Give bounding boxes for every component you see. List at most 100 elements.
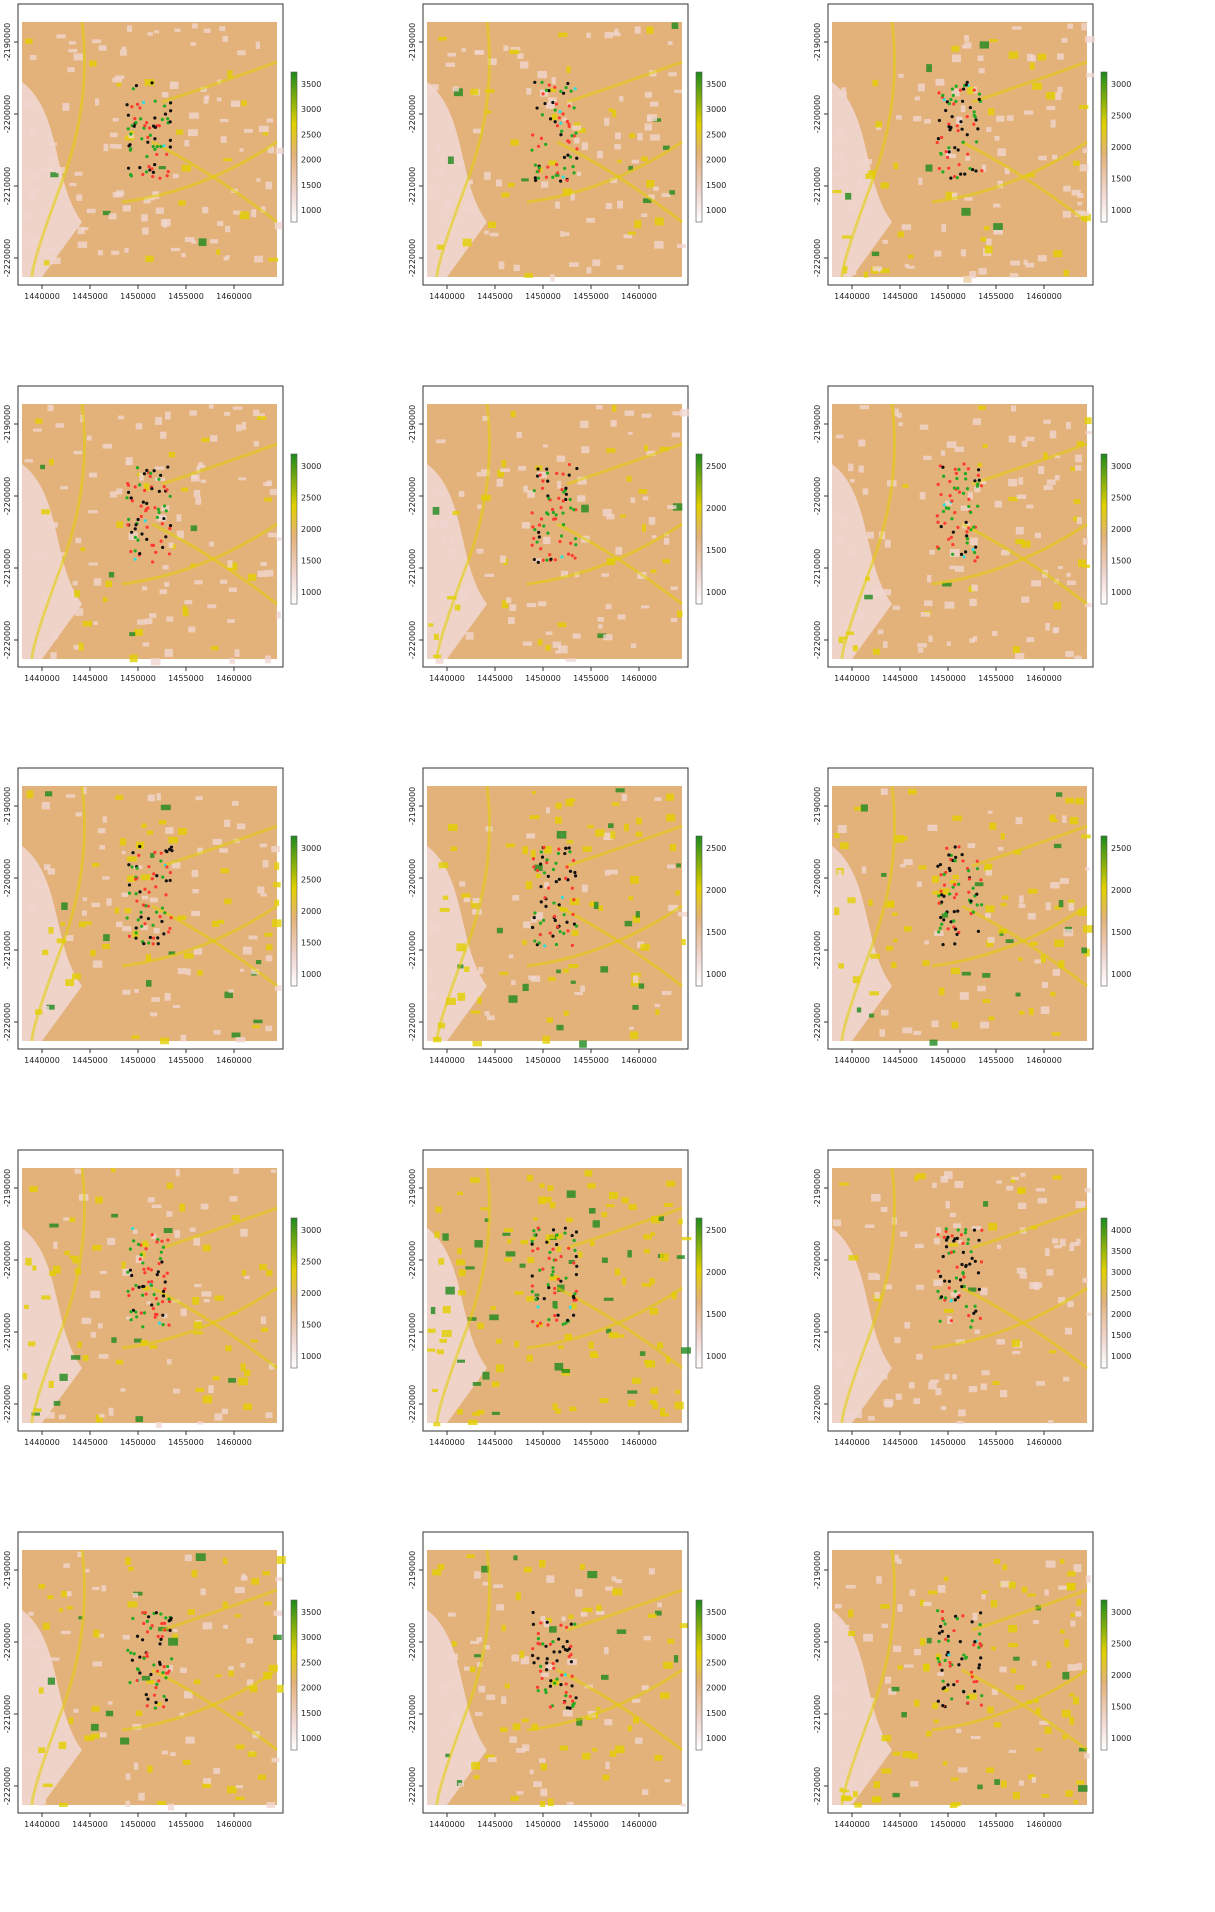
raster-cell [873,1781,881,1789]
sample-point [531,1610,535,1615]
sample-point [162,1664,166,1669]
sample-point [561,472,565,476]
raster-cell [524,273,533,278]
sample-point [168,120,172,124]
legend-tick-label: 3000 [301,1226,321,1235]
raster-cell [1017,1202,1027,1210]
y-tick-label: -2190000 [3,787,12,826]
raster-cell [944,601,955,609]
raster-cell [643,1248,650,1254]
sample-point [973,559,977,563]
drainage-line [566,442,683,486]
sample-point [160,1260,164,1264]
legend-tick-label: 3000 [1111,1268,1131,1277]
raster-cell [484,171,491,180]
raster-cell [627,1250,632,1258]
raster-cell [549,1275,560,1281]
x-tick-label: 1450000 [930,292,966,301]
raster-cell [28,171,38,179]
raster-cell [1060,1559,1065,1564]
raster-cell [225,255,230,259]
raster-cell [573,122,581,127]
raster-cell [608,108,613,113]
y-tick-label: -2200000 [3,95,12,134]
sample-point [570,134,574,138]
y-tick-label: -2220000 [3,1385,12,1424]
raster-cell [457,1248,463,1255]
sample-point [133,535,137,539]
raster-cell [155,1422,162,1428]
raster-cell [1043,419,1051,424]
sample-point [937,1639,941,1644]
raster-cell [841,87,847,94]
raster-cell [41,1662,46,1668]
raster-cell [240,1662,246,1668]
sample-point [936,137,940,141]
raster-cell [865,173,875,179]
sample-point [126,166,131,170]
raster-cell [427,972,432,978]
sample-point [946,1235,950,1239]
raster-cell [635,831,643,837]
sample-point [573,874,578,878]
y-tick-label: -2190000 [3,23,12,62]
sample-point [155,1273,159,1277]
raster-cell [26,790,34,799]
sample-point [557,847,561,851]
sample-point [956,128,960,133]
sample-point [977,1287,982,1292]
sample-point [955,176,959,180]
legend-tick-label: 1500 [1111,1331,1131,1340]
raster-cell [1067,1300,1074,1308]
raster-cell [952,815,962,821]
sample-point [545,1657,549,1661]
sample-point [959,120,963,124]
raster-cell [901,1711,907,1718]
raster-cell [521,178,529,182]
raster-cell [872,648,880,655]
drainage-line [526,522,683,586]
raster-cell [154,30,160,34]
x-tick-label: 1445000 [882,1820,918,1829]
raster-cell [550,274,555,282]
sample-point [557,903,561,907]
raster-cell [465,632,474,640]
raster-cell [442,895,449,900]
raster-cell [545,1664,554,1670]
raster-cell [257,416,267,421]
raster-cell [184,1554,192,1562]
raster-cell [198,462,203,466]
sample-point [976,468,981,472]
raster-cell [986,1767,994,1774]
raster-cell [649,1307,659,1315]
raster-cell [450,536,456,543]
sample-point [977,1645,981,1650]
raster-cell [265,955,273,962]
raster-cell [996,115,1005,122]
raster-cell [265,655,272,664]
raster-cell [663,1203,673,1207]
raster-cell [442,1305,451,1314]
raster-cell [615,788,625,793]
legend-tick-label: 2000 [301,156,321,165]
raster-cell [125,457,133,466]
raster-cell [883,641,888,648]
raster-cell [501,192,510,198]
raster-cell [28,1341,36,1347]
raster-cell [668,904,679,912]
sample-point [952,102,956,106]
raster-cell [150,1012,158,1017]
raster-cell [985,869,993,876]
sample-point [980,169,984,173]
raster-cell [193,1679,201,1685]
raster-cell [598,905,604,911]
raster-cell [568,964,579,969]
map-svg: 1440000 1445000 1450000 1455000 1460000-2190… [3,1149,321,1447]
sample-point [139,1311,143,1315]
raster-cell [202,206,209,214]
raster-cell [1044,1589,1049,1596]
sample-point [163,1287,167,1291]
sample-point [949,176,953,180]
raster-cell [1073,1564,1082,1573]
